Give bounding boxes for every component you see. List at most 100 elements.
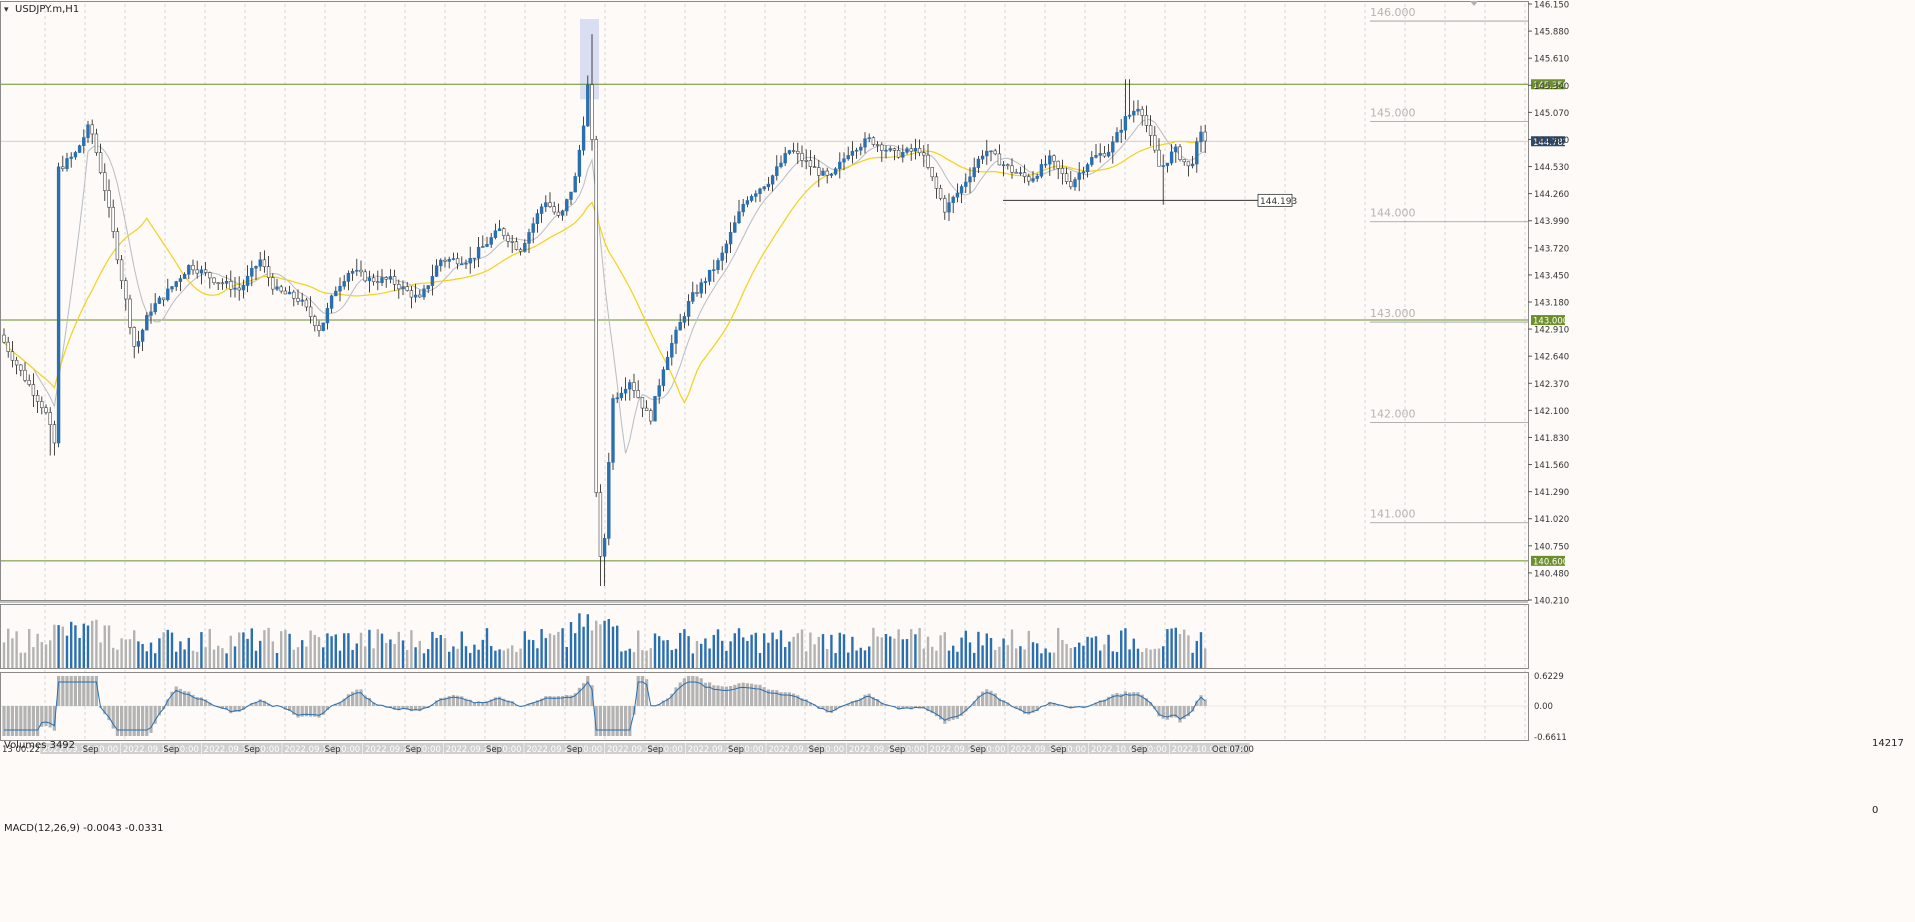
volume-bar: [376, 629, 379, 668]
volume-bar: [611, 626, 615, 668]
macd-histogram-bar: [657, 704, 661, 706]
candle-body: [817, 167, 821, 176]
candle-body: [170, 286, 174, 290]
macd-histogram-bar: [1140, 694, 1144, 706]
candle-body: [275, 286, 279, 290]
macd-histogram-bar: [901, 706, 905, 709]
volume-bar: [1149, 649, 1152, 668]
macd-histogram-bar: [754, 684, 758, 706]
macd-pane[interactable]: [0, 676, 1528, 736]
candle-body: [972, 167, 976, 178]
macd-histogram-bar: [834, 706, 838, 711]
candle-body: [846, 155, 850, 160]
candle-body: [157, 297, 162, 304]
candle-body: [1102, 153, 1107, 157]
volume-bar: [292, 649, 295, 668]
volume-bar: [1078, 642, 1081, 668]
volume-bar: [2, 642, 6, 668]
candle-body: [754, 193, 758, 197]
candle-body: [380, 277, 384, 283]
volume-bar: [196, 651, 199, 668]
candle-body: [1148, 125, 1153, 136]
time-axis-label: Sep: [647, 745, 663, 755]
symbol-menu-arrow-icon[interactable]: ▾: [4, 5, 9, 15]
macd-histogram-bar: [716, 685, 720, 706]
candle-body: [82, 137, 86, 146]
candle-body: [888, 148, 892, 151]
volume-bar: [968, 642, 972, 668]
macd-histogram-bar: [1123, 691, 1127, 706]
volume-bar: [973, 652, 976, 668]
volume-bar: [464, 646, 468, 668]
candle-body: [518, 249, 523, 252]
candle-body: [1069, 181, 1073, 188]
macd-histogram-bar: [78, 676, 82, 706]
volume-bar: [746, 640, 749, 668]
candle-body: [489, 237, 493, 245]
macd-histogram-bar: [187, 691, 191, 706]
macd-histogram-bar: [1128, 692, 1132, 706]
price-pane[interactable]: 146.000 145.000 144.000 143.000 142.000 141.0…: [0, 6, 1528, 586]
candle-body: [1010, 165, 1014, 173]
volume-bar: [935, 650, 938, 668]
macd-histogram-bar: [52, 706, 56, 731]
volume-bar: [784, 647, 787, 668]
price-tick-label: 141.290: [1534, 488, 1569, 498]
volume-bar: [821, 634, 825, 668]
candle-body: [665, 356, 670, 370]
macd-histogram-bar: [334, 703, 338, 706]
macd-histogram-bar: [447, 695, 451, 706]
candle-body: [1140, 108, 1144, 116]
volumes-pane[interactable]: [2, 613, 1207, 668]
macd-histogram-bar: [565, 695, 569, 706]
candle-body: [1199, 131, 1203, 143]
candle-body: [1077, 172, 1081, 180]
volume-bar: [343, 633, 346, 668]
volume-bar: [700, 643, 703, 668]
macd-histogram-bar: [804, 699, 808, 706]
macd-histogram-bar: [947, 706, 951, 722]
macd-histogram-bar: [556, 696, 560, 706]
candle-body: [14, 359, 19, 366]
macd-histogram-bar: [502, 698, 506, 706]
candle-body: [73, 152, 78, 158]
macd-histogram-bar: [166, 699, 170, 706]
candle-body: [880, 144, 884, 151]
volume-bar: [40, 642, 43, 668]
macd-histogram-bar: [288, 706, 292, 711]
volume-bar: [1048, 652, 1051, 668]
volume-bar: [1103, 644, 1106, 668]
macd-histogram-bar: [972, 701, 976, 706]
macd-histogram-bar: [787, 692, 791, 706]
macd-tick-label: 0.6229: [1534, 672, 1564, 682]
candle-body: [258, 259, 262, 267]
candle-body: [52, 424, 57, 444]
volume-bar: [1086, 636, 1089, 668]
chart-shift-marker-icon[interactable]: [1470, 1, 1478, 6]
volume-bar: [737, 628, 741, 668]
macd-histogram-bar: [460, 696, 464, 706]
macd-histogram-bar: [57, 676, 61, 706]
hline-price-label: 145.350: [1533, 81, 1568, 91]
volume-bar: [553, 635, 556, 668]
volume-bar: [439, 635, 442, 668]
candle-body: [1022, 172, 1027, 177]
candle-body: [329, 295, 334, 309]
candle-body: [544, 202, 548, 208]
time-axis-label: 2022.09.26 00:00: [688, 745, 764, 755]
volume-bar: [263, 630, 266, 668]
volume-bar: [1124, 628, 1127, 668]
candle-body: [250, 267, 254, 277]
candle-body: [460, 263, 464, 266]
volume-bar: [805, 651, 808, 668]
macd-histogram-bar: [1107, 696, 1111, 706]
volume-bar: [347, 633, 350, 668]
macd-histogram-bar: [1132, 692, 1136, 706]
candle-body: [1157, 149, 1161, 167]
macd-histogram-bar: [36, 706, 40, 736]
candle-body: [581, 125, 586, 151]
volume-bar: [960, 637, 963, 668]
macd-histogram-bar: [741, 682, 745, 706]
macd-histogram-bar: [27, 706, 31, 736]
